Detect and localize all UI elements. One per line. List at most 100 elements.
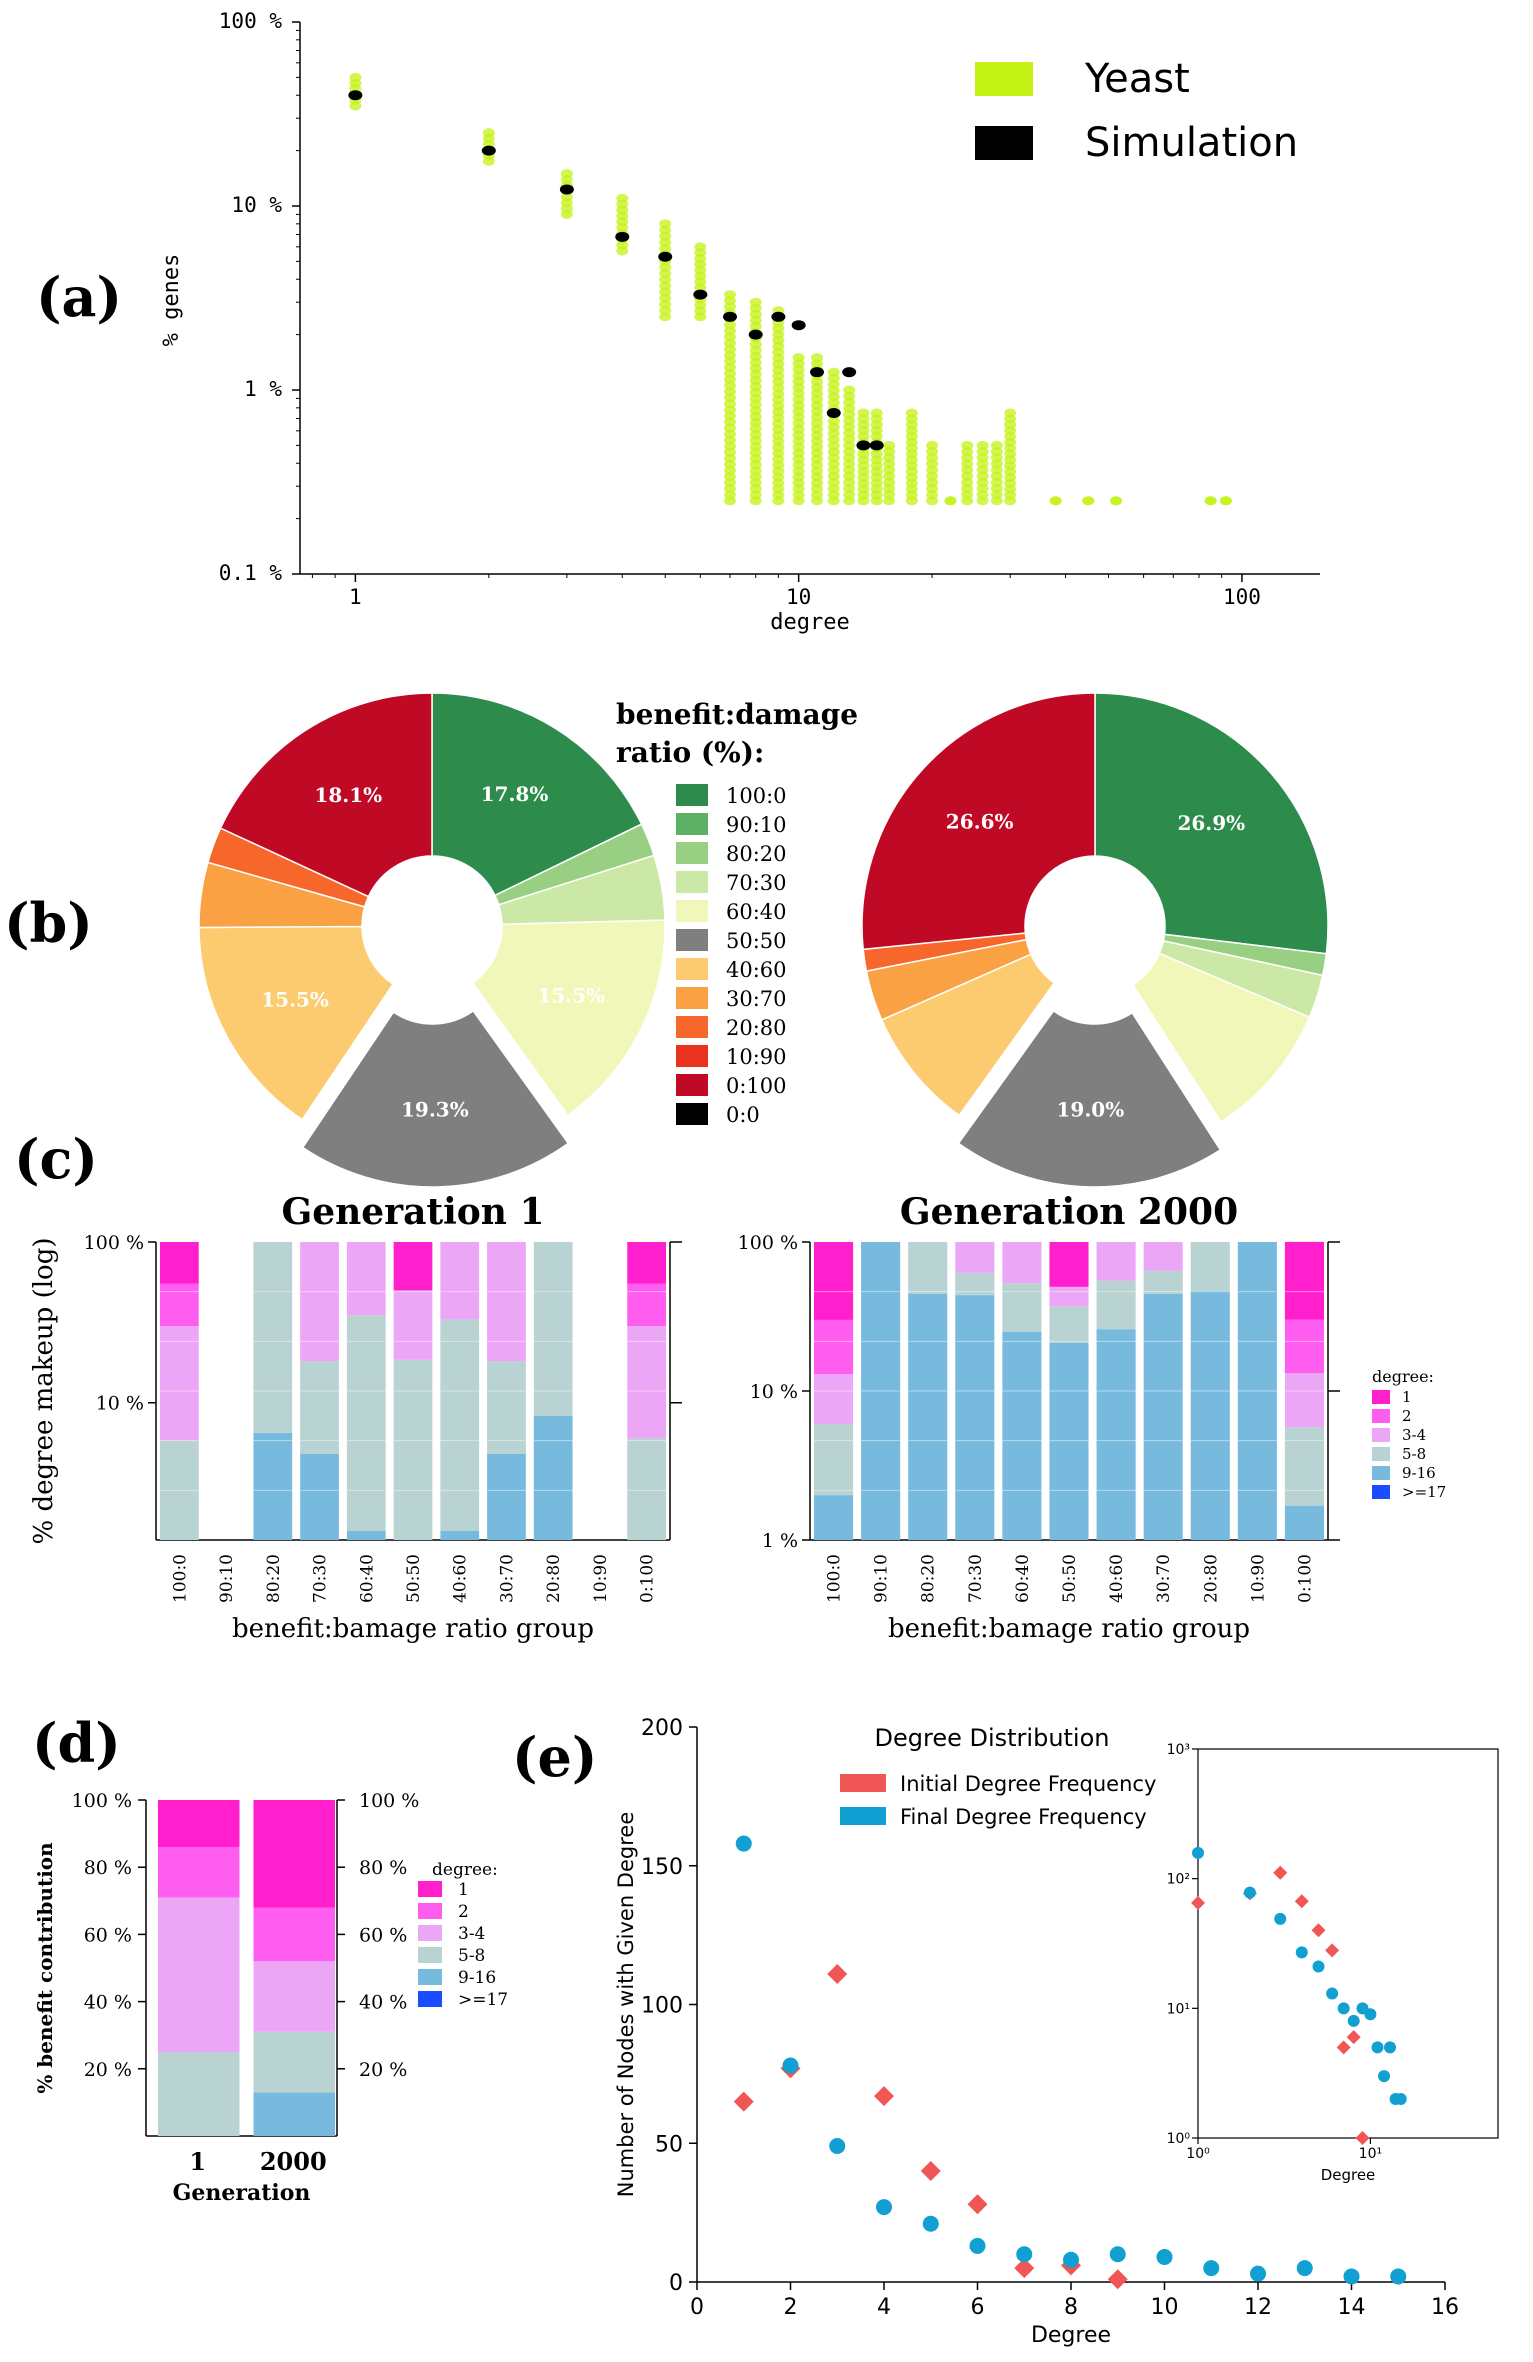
a-yeast-point <box>976 496 989 506</box>
e-final-point <box>1156 2249 1173 2266</box>
e-legend-initial-label: Initial Degree Frequency <box>900 1772 1156 1796</box>
e-final-point <box>969 2237 986 2254</box>
a-yeast-point <box>1219 496 1232 506</box>
e-x-tick-label: 6 <box>971 2295 985 2320</box>
c-gen2000-bar-segment <box>1190 1242 1230 1291</box>
b-left-slice-label: 15.5% <box>537 983 605 1007</box>
c-legend-swatch <box>1372 1428 1390 1442</box>
c-gen1-bar-segment <box>627 1242 666 1284</box>
panel-label-d: (d) <box>32 1711 121 1775</box>
e-inset-x-label: Degree <box>1321 2166 1376 2184</box>
c-gen1-bar-segment <box>346 1242 386 1316</box>
d-legend-label: 3-4 <box>458 1924 485 1944</box>
d-bar-segment <box>253 2092 335 2136</box>
c-gen1-bar-segment <box>627 1283 666 1327</box>
a-yeast-point <box>843 483 856 493</box>
b-legend-label: 10:90 <box>726 1045 787 1069</box>
a-yeast-point <box>926 477 939 487</box>
b-right-slice-label: 19.0% <box>1057 1097 1125 1121</box>
c-gen2000-bar-segment <box>955 1272 995 1296</box>
b-right-slice-label: 26.9% <box>1177 811 1245 835</box>
c-gen1-bar-segment <box>160 1440 199 1540</box>
b-legend-title-line2: ratio (%): <box>616 736 764 769</box>
a-yeast-point <box>961 453 974 463</box>
c-legend-swatch <box>1372 1390 1390 1404</box>
a-yeast-point <box>926 471 939 481</box>
b-legend-swatch <box>676 1103 708 1125</box>
c-gen2000-bar-segment <box>1284 1505 1324 1540</box>
a-legend-yeast-label: Yeast <box>1084 56 1190 102</box>
c-gen1-bar-segment <box>160 1326 199 1441</box>
a-yeast-point <box>843 440 856 450</box>
a-yeast-point <box>843 496 856 506</box>
a-yeast-point <box>349 72 362 82</box>
e-x-tick-label: 10 <box>1151 2295 1179 2320</box>
c-gen1-bar-segment <box>346 1530 386 1540</box>
e-x-tick-label: 2 <box>784 2295 798 2320</box>
a-x-tick-label: 1 <box>349 585 362 609</box>
a-yeast-point <box>659 237 672 247</box>
c-gen2000-bar-segment <box>814 1424 854 1496</box>
a-yeast-point <box>990 477 1003 487</box>
d-bar-segment <box>158 1847 240 1898</box>
c-gen1-bar-segment <box>300 1453 339 1540</box>
a-yeast-point <box>961 477 974 487</box>
d-y-tick-label: 100 % <box>72 1790 132 1812</box>
e-final-point <box>1109 2246 1126 2263</box>
b-legend-label: 0:100 <box>726 1074 787 1098</box>
c-gen2000-x-tick-label: 80:20 <box>919 1554 939 1603</box>
c-gen2000-x-tick-label: 0:100 <box>1295 1554 1315 1603</box>
e-final-point <box>829 2138 846 2155</box>
a-yeast-point <box>990 465 1003 475</box>
c-gen1-bar-segment <box>160 1242 199 1284</box>
c-gen2000-y-tick-label: 100 % <box>738 1232 798 1254</box>
a-yeast-point <box>976 447 989 457</box>
c-legend-swatch <box>1372 1447 1390 1461</box>
c-gen2000-bar-segment <box>1049 1242 1089 1287</box>
c-gen1-bar-segment <box>440 1530 480 1540</box>
c-gen1-x-tick-label: 70:30 <box>311 1554 331 1603</box>
e-final-point <box>876 2199 892 2216</box>
a-simulation-point <box>481 145 496 156</box>
a-yeast-point <box>883 477 896 487</box>
a-y-tick-label: 1 % <box>244 377 282 401</box>
c-gen2000-bar-segment <box>1049 1306 1089 1343</box>
c-gen2000-bar-segment <box>908 1293 948 1540</box>
a-yeast-point <box>926 459 939 469</box>
d-bar-segment <box>253 1961 335 2032</box>
a-yeast-point <box>843 465 856 475</box>
d-legend-title: degree: <box>432 1860 498 1880</box>
c-gen1-x-tick-label: 100:0 <box>170 1554 190 1603</box>
e-initial-point <box>827 1963 848 1984</box>
c-gen2000-bar-segment <box>1143 1270 1183 1294</box>
a-yeast-point <box>870 408 883 418</box>
a-simulation-point <box>791 320 806 331</box>
c-gen2000-bar-segment <box>814 1495 854 1540</box>
c-gen1-bar-segment <box>627 1326 666 1439</box>
d-y-tick-label-right: 60 % <box>359 1924 407 1946</box>
a-yeast-point <box>926 490 939 500</box>
a-yeast-point <box>926 496 939 506</box>
c-gen2000-y-tick-label: 10 % <box>750 1381 798 1403</box>
b-right-slice-100-0 <box>1094 692 1329 955</box>
b-legend-swatch <box>676 1045 708 1067</box>
a-yeast-point <box>976 483 989 493</box>
e-y-tick-label: 50 <box>655 2132 683 2157</box>
d-legend-swatch <box>418 1969 442 1985</box>
c-gen1-bar-segment <box>160 1283 199 1327</box>
c-gen1-bar-segment <box>487 1242 526 1362</box>
b-legend-label: 90:10 <box>726 813 787 837</box>
e-initial-point <box>874 2086 894 2107</box>
a-y-label: % genes <box>159 254 184 347</box>
c-legend-swatch <box>1372 1485 1390 1499</box>
b-left-slice-label: 19.3% <box>401 1097 469 1121</box>
e-x-tick-label: 8 <box>1064 2295 1078 2320</box>
panel-label-b: (b) <box>4 891 93 955</box>
c-gen2000-bar-segment <box>1096 1280 1136 1330</box>
c-legend-swatch <box>1372 1466 1390 1480</box>
a-yeast-point <box>1082 496 1095 506</box>
a-simulation-point <box>348 90 363 101</box>
e-final-point <box>1203 2260 1220 2277</box>
d-x-label: Generation <box>173 2180 311 2206</box>
